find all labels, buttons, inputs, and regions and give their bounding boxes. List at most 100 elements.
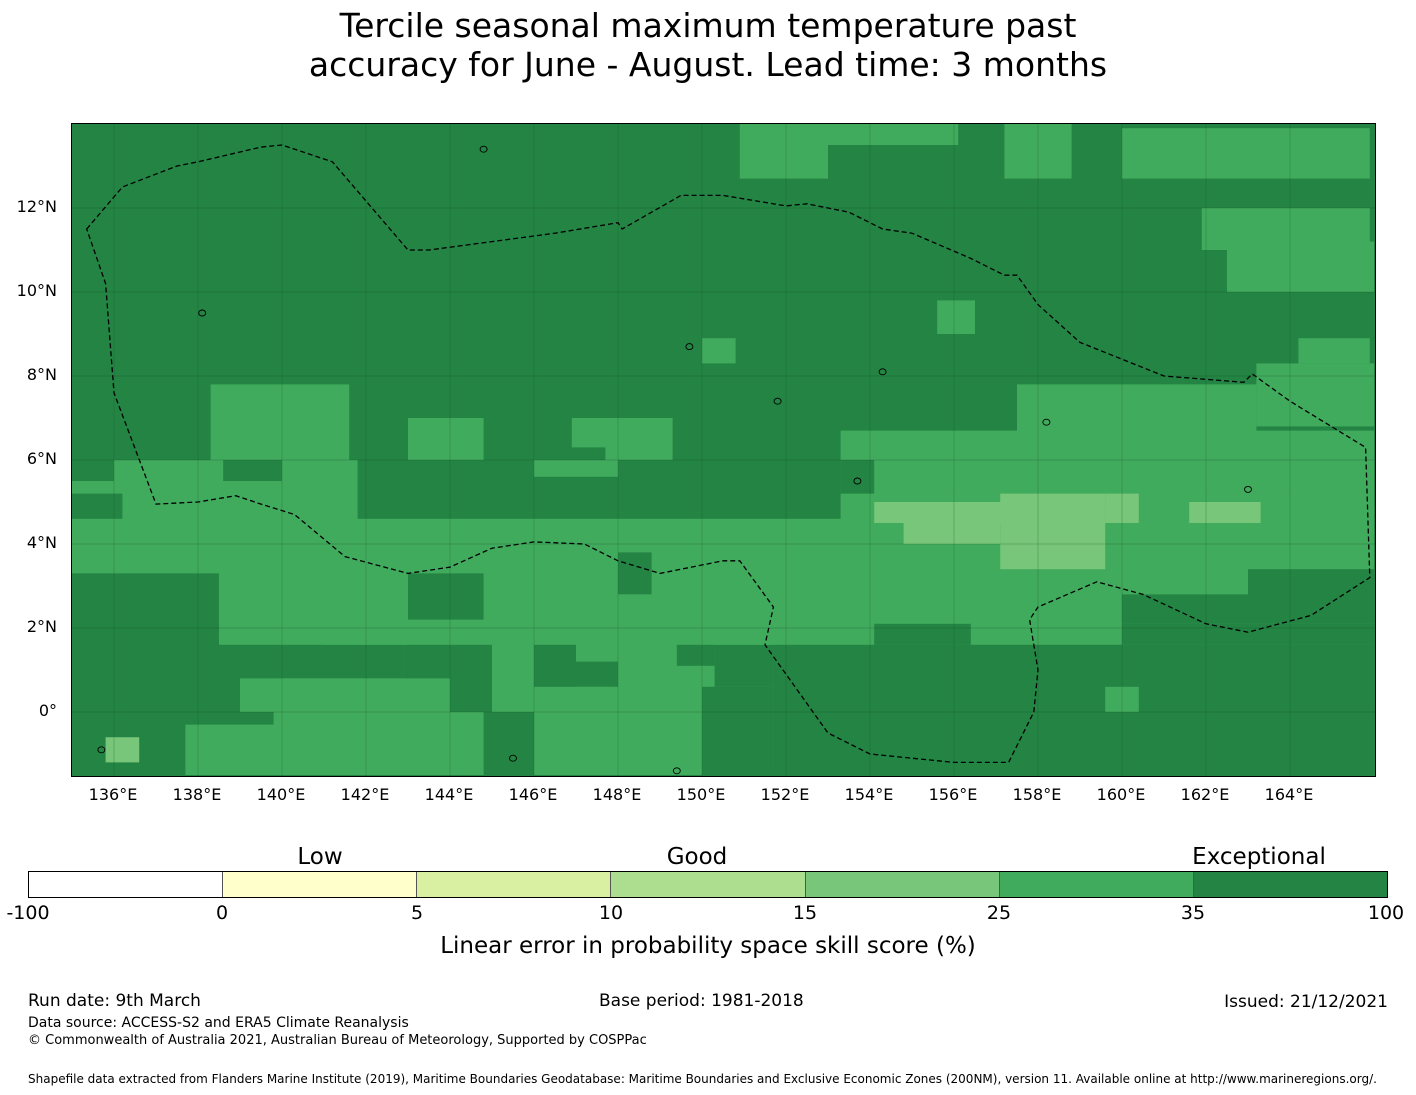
island-outer — [97, 746, 106, 754]
skill-cell-very-good — [702, 338, 736, 364]
skill-cell-exceptional — [1122, 594, 1248, 624]
lon-label-160e: 160°E — [1096, 785, 1146, 804]
colorbar-segment-25-35 — [999, 872, 1194, 897]
lat-label-0: 0° — [38, 701, 57, 720]
island-chuuk — [773, 397, 782, 405]
island-kosrae — [1244, 485, 1252, 493]
category-good: Good — [666, 844, 728, 870]
category-exceptional: Exceptional — [1192, 844, 1326, 870]
skill-score-map — [71, 123, 1376, 777]
lon-label-152e: 152°E — [760, 785, 810, 804]
skill-cell-exceptional — [773, 644, 1374, 775]
lat-label-10n: 10°N — [16, 281, 57, 300]
island-outer — [878, 368, 887, 376]
skill-cell-very-good — [1004, 124, 1072, 179]
colorbar-tick: 10 — [598, 902, 624, 924]
skill-cell-exceptional — [483, 712, 534, 775]
colorbar-tick: 25 — [986, 902, 1012, 924]
skill-cell-exceptional — [240, 644, 404, 679]
skill-cell-good-high — [105, 737, 140, 763]
title-line-2: accuracy for June - August. Lead time: 3… — [308, 45, 1108, 84]
skill-cell-good-high — [1189, 502, 1261, 523]
colorbar-segment-minus100-0 — [29, 872, 224, 897]
data-source: Data source: ACCESS-S2 and ERA5 Climate … — [28, 1015, 409, 1031]
lon-label-158e: 158°E — [1012, 785, 1062, 804]
colorbar-segment-5-10 — [417, 872, 612, 897]
skill-cell-very-good — [185, 724, 282, 775]
colorbar-segment-35-100 — [1193, 872, 1387, 897]
copyright: © Commonwealth of Australia 2021, Austra… — [28, 1033, 647, 1048]
island-outer — [685, 343, 694, 351]
skill-cell-very-good — [828, 124, 959, 145]
colorbar-tick: 5 — [410, 902, 424, 924]
island-outer — [672, 767, 681, 775]
shapefile-credit: Shapefile data extracted from Flanders M… — [28, 1072, 1377, 1086]
category-low: Low — [297, 844, 343, 870]
skill-cell-very-good — [1105, 686, 1139, 712]
skill-cell-good-high — [1105, 493, 1139, 523]
lon-label-144e: 144°E — [424, 785, 474, 804]
skill-cell-exceptional — [1248, 569, 1374, 624]
lon-label-148e: 148°E — [592, 785, 642, 804]
eez-boundary — [85, 144, 1371, 764]
colorbar-tick: 15 — [792, 902, 818, 924]
base-period: Base period: 1981-2018 — [599, 991, 804, 1011]
lon-label-156e: 156°E — [928, 785, 978, 804]
skill-cell-exceptional — [576, 661, 618, 687]
skill-cell-very-good — [739, 124, 828, 179]
lon-label-140e: 140°E — [256, 785, 306, 804]
colorbar-tick: 0 — [215, 902, 229, 924]
colorbar — [28, 871, 1388, 898]
skill-cell-very-good — [1227, 241, 1374, 292]
skill-cell-exceptional — [676, 644, 715, 666]
lat-label-2n: 2°N — [26, 617, 57, 636]
map-title: Tercile seasonal maximum temperature pas… — [0, 6, 1416, 84]
island-yap — [198, 309, 207, 317]
lat-label-12n: 12°N — [16, 197, 57, 216]
colorbar-tick: -100 — [6, 902, 50, 924]
island-outer — [853, 477, 862, 485]
island-pohnpei — [1042, 418, 1051, 426]
skill-cell-very-good — [618, 594, 677, 645]
skill-cell-very-good — [1017, 384, 1257, 435]
skill-cell-very-good — [937, 300, 975, 334]
skill-cell-exceptional — [72, 460, 114, 481]
skill-cell-exceptional — [223, 460, 282, 481]
graticule — [72, 124, 1375, 776]
skill-cell-exceptional — [618, 552, 652, 595]
skill-cell-exceptional — [72, 493, 123, 519]
run-date: Run date: 9th March — [28, 991, 201, 1011]
skill-cell-good-high — [903, 523, 1001, 544]
lon-label-154e: 154°E — [844, 785, 894, 804]
skill-cell-very-good — [571, 418, 673, 448]
skill-cell-very-good — [618, 712, 702, 775]
skill-cell-exceptional — [357, 460, 534, 519]
skill-cell-very-good — [714, 594, 774, 645]
skill-cell-exceptional — [714, 644, 774, 687]
skill-cell-very-good — [210, 384, 350, 460]
lon-label-138e: 138°E — [172, 785, 222, 804]
lon-label-142e: 142°E — [340, 785, 390, 804]
lat-label-8n: 8°N — [26, 365, 57, 384]
lon-label-164e: 164°E — [1264, 785, 1314, 804]
skill-cell-very-good — [282, 678, 450, 775]
skill-cell-exceptional — [534, 476, 618, 519]
colorbar-tick: 100 — [1367, 902, 1405, 924]
skill-cell-exceptional — [408, 573, 484, 620]
lon-label-146e: 146°E — [508, 785, 558, 804]
issued-date: Issued: 21/12/2021 — [1224, 992, 1388, 1012]
lon-label-150e: 150°E — [676, 785, 726, 804]
lat-label-6n: 6°N — [26, 449, 57, 468]
skill-cell-very-good — [534, 686, 614, 775]
colorbar-label: Linear error in probability space skill … — [440, 933, 976, 959]
island-outer — [509, 754, 517, 762]
skill-cell-very-good — [408, 418, 484, 465]
lon-label-136e: 136°E — [88, 785, 138, 804]
map-canvas — [72, 124, 1375, 776]
colorbar-segment-15-25 — [805, 872, 1000, 897]
skill-cell-very-good — [1298, 338, 1370, 364]
lon-label-162e: 162°E — [1180, 785, 1230, 804]
skill-cell-exceptional — [1122, 623, 1374, 645]
skill-cell-exceptional — [874, 623, 971, 645]
skill-cell-exceptional — [618, 460, 841, 519]
